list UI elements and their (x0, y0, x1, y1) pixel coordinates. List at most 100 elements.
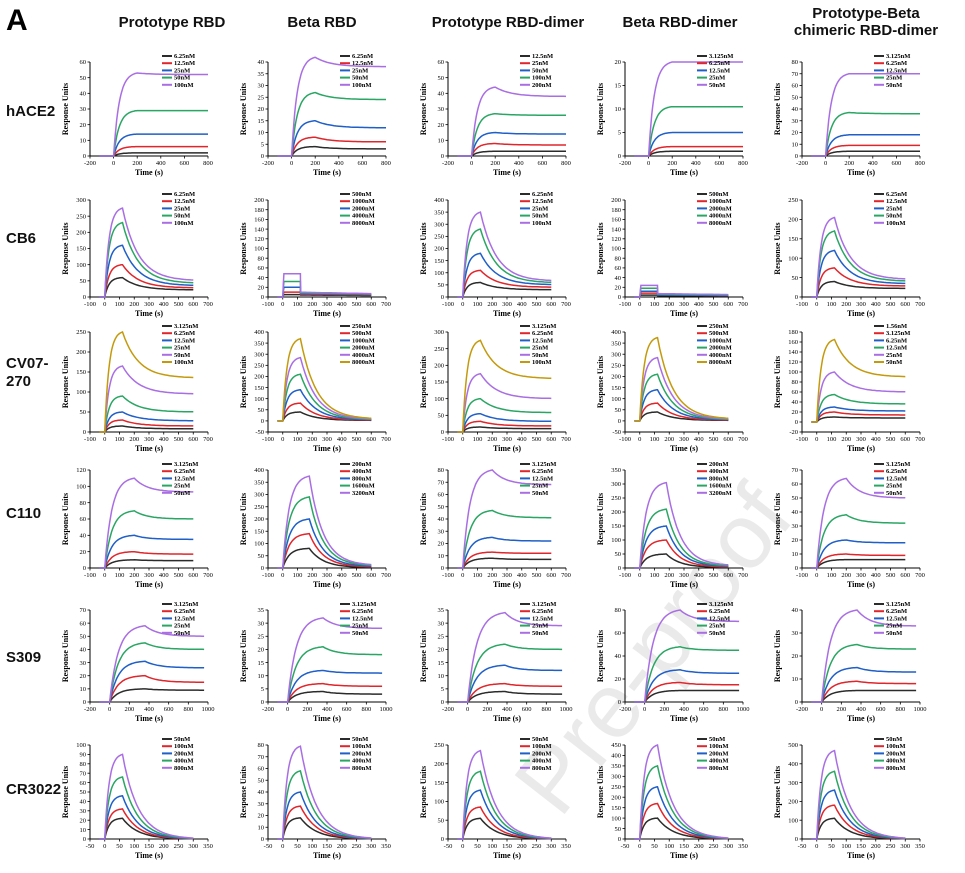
x-tick-label: -100 (262, 301, 274, 308)
x-tick-label: 500 (174, 572, 184, 579)
series-line (811, 411, 906, 423)
legend-entry: 3.125nM (886, 461, 910, 468)
legend-entry: 25nM (709, 75, 725, 82)
y-tick-label: 0 (441, 429, 444, 436)
legend-entry: 100nM (174, 743, 194, 750)
legend-entry: 50nM (352, 75, 368, 82)
y-tick-label: 40 (438, 516, 445, 523)
series-line (99, 425, 194, 433)
x-tick-label: 0 (643, 706, 646, 713)
legend-entry: 400nM (709, 758, 729, 765)
legend-entry: 25nM (532, 345, 548, 352)
series-line (634, 764, 729, 840)
x-tick-label: 700 (915, 436, 925, 443)
series-line (457, 643, 563, 703)
series-line (634, 61, 743, 157)
x-tick-label: -200 (619, 706, 631, 713)
series-line (811, 406, 906, 423)
legend-entry: 100nM (532, 75, 552, 82)
x-tick-label: 400 (694, 572, 704, 579)
series-line (457, 281, 552, 298)
column-title: chimeric RBD-dimer (794, 22, 938, 39)
x-tick-label: 200 (129, 436, 139, 443)
kinetics-chart: -100 0 100 200 300 400 500 600 70002040608010012… (61, 461, 213, 589)
series-line (277, 770, 372, 840)
x-tick-label: 500 (352, 436, 362, 443)
y-axis-label: Response Units (61, 222, 70, 274)
kinetics-chart: -100 0 100 200 300 400 500 600 70002040608010012… (239, 191, 391, 318)
series-line (634, 508, 729, 569)
x-axis-label: Time (s) (847, 309, 875, 318)
x-tick-label: 0 (281, 436, 284, 443)
y-tick-label: 100 (611, 246, 621, 253)
x-tick-label: 700 (915, 572, 925, 579)
y-tick-label: 50 (258, 407, 265, 414)
legend-entry: 500nM (709, 330, 729, 337)
legend-entry: 25nM (886, 205, 902, 212)
legend-entry: 6.25nM (886, 337, 907, 344)
x-tick-label: 600 (900, 572, 910, 579)
legend-entry: 200nM (352, 461, 372, 468)
y-axis-label: Response Units (419, 766, 428, 818)
y-tick-label: 20 (80, 122, 87, 129)
y-tick-label: 80 (80, 500, 87, 507)
y-tick-label: 40 (80, 533, 87, 540)
y-axis-label: Response Units (419, 493, 428, 545)
x-tick-label: -200 (84, 160, 96, 167)
series-line (457, 770, 552, 840)
legend-entry: 2000nM (352, 205, 375, 212)
x-axis-label: Time (s) (135, 580, 163, 589)
series-line (99, 753, 194, 840)
legend-entry: 12.5nM (886, 67, 907, 74)
series-line (99, 559, 194, 569)
series-line (811, 666, 917, 703)
y-tick-label: 70 (80, 607, 87, 614)
legend-entry: 400nM (352, 468, 372, 475)
x-tick-label: 0 (815, 572, 818, 579)
x-tick-label: 400 (691, 160, 701, 167)
x-axis-label: Time (s) (670, 851, 698, 860)
x-tick-label: 300 (502, 436, 512, 443)
y-tick-label: 150 (254, 385, 264, 392)
series-line (99, 660, 205, 703)
series-line (99, 550, 194, 569)
series-line (811, 216, 906, 298)
y-tick-label: 30 (258, 83, 265, 90)
y-tick-label: 40 (258, 789, 265, 796)
legend-entry: 100nM (709, 743, 729, 750)
x-tick-label: 200 (337, 843, 347, 850)
y-tick-label: 250 (611, 784, 621, 791)
legend-entry: 3.125nM (532, 323, 556, 330)
series-line (811, 514, 906, 569)
kinetics-chart: -100 0 100 200 300 400 500 600 70005010015020025… (61, 191, 213, 318)
series-line (634, 689, 740, 703)
x-axis-label: Time (s) (493, 851, 521, 860)
y-tick-label: 60 (792, 481, 799, 488)
x-tick-label: 100 (473, 436, 483, 443)
y-tick-label: 200 (434, 246, 444, 253)
y-tick-label: 5 (261, 141, 264, 148)
legend-entry: 50nM (174, 490, 190, 497)
x-tick-label: 200 (841, 436, 851, 443)
legend-entry: 25nM (352, 67, 368, 74)
y-tick-label: 150 (611, 385, 621, 392)
y-axis-label: Response Units (773, 766, 782, 818)
x-tick-label: 0 (638, 843, 641, 850)
y-tick-label: 200 (76, 349, 86, 356)
x-tick-label: 250 (886, 843, 896, 850)
y-axis-label: Response Units (773, 222, 782, 274)
y-tick-label: 30 (80, 660, 87, 667)
x-tick-label: 1000 (914, 706, 927, 713)
x-tick-label: 0 (824, 160, 827, 167)
y-tick-label: 30 (438, 106, 445, 113)
x-axis-label: Time (s) (493, 309, 521, 318)
legend-entry: 50nM (174, 213, 190, 220)
series-line (457, 536, 552, 569)
kinetics-chart: -100 0 100 200 300 400 500 600 70005010015020025… (596, 461, 748, 589)
x-tick-label: 300 (366, 843, 376, 850)
x-tick-label: 200 (664, 436, 674, 443)
y-tick-label: 60 (80, 516, 87, 523)
y-tick-label: 50 (438, 282, 445, 289)
y-axis-label: Response Units (596, 356, 605, 408)
legend-entry: 25nM (532, 483, 548, 490)
